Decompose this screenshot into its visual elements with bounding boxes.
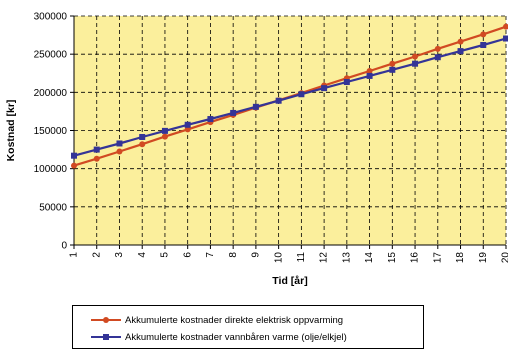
data-point	[252, 103, 259, 110]
data-point	[230, 109, 237, 116]
series-group	[71, 23, 508, 169]
x-tick-label: 6	[182, 252, 193, 258]
data-point	[116, 140, 123, 147]
data-point	[71, 152, 77, 159]
x-tick-label: 9	[251, 252, 262, 258]
x-tick-label: 5	[160, 252, 171, 258]
legend-swatch-waterborne	[91, 330, 121, 344]
x-tick-label: 3	[114, 252, 125, 258]
legend-label-waterborne: Akkumulerte kostnader vannbåren varme (o…	[125, 331, 347, 343]
data-point	[480, 42, 487, 49]
data-point	[71, 162, 77, 169]
data-point	[161, 133, 168, 140]
data-point	[321, 85, 328, 92]
x-tick-label: 17	[432, 252, 443, 264]
y-tick-label: 200000	[34, 88, 68, 99]
data-point	[93, 146, 100, 153]
data-point	[207, 116, 214, 123]
data-point	[389, 60, 396, 67]
data-point	[412, 60, 419, 67]
x-tick-label: 11	[296, 252, 307, 263]
data-point	[503, 35, 508, 42]
x-tick-label: 14	[364, 252, 375, 264]
data-point	[93, 155, 100, 162]
legend-item-direct-electric: Akkumulerte kostnader direkte elektrisk …	[91, 313, 343, 327]
data-point	[275, 97, 282, 104]
x-tick-label: 10	[273, 252, 284, 264]
data-point	[412, 53, 419, 60]
x-tick-label: 4	[137, 252, 148, 258]
y-axis-title: Kostnad [kr]	[5, 100, 17, 162]
data-point	[434, 45, 441, 52]
axes	[70, 15, 507, 249]
y-tick-label: 50000	[39, 202, 67, 213]
y-tick-label: 0	[61, 241, 67, 252]
data-point	[457, 48, 464, 55]
data-point	[480, 31, 487, 38]
data-point	[457, 38, 464, 45]
data-point	[139, 133, 146, 140]
x-tick-label: 13	[341, 252, 352, 264]
x-tick-label: 20	[501, 252, 508, 264]
x-tick-label: 1	[69, 252, 80, 258]
grid-lines	[74, 15, 507, 245]
legend-swatch-direct-electric	[91, 313, 121, 327]
data-point	[298, 91, 305, 98]
y-tick-label: 150000	[34, 126, 68, 137]
series-line-1	[73, 37, 507, 157]
legend-label-direct-electric: Akkumulerte kostnader direkte elektrisk …	[125, 314, 344, 326]
data-point	[161, 127, 168, 134]
data-point	[434, 54, 441, 61]
x-tick-label: 16	[410, 252, 421, 264]
x-tick-labels: 1 2 3 4 5 6 7 8 9 10 11 12 13 14 15 16 17 18 19 20	[69, 252, 508, 264]
x-tick-label: 2	[91, 252, 102, 258]
legend-marker-square	[103, 334, 109, 340]
data-point	[139, 141, 146, 148]
x-tick-label: 18	[455, 252, 466, 264]
legend-item-waterborne: Akkumulerte kostnader vannbåren varme (o…	[91, 330, 347, 344]
y-tick-label: 300000	[34, 12, 68, 23]
data-point	[343, 79, 350, 86]
x-tick-label: 7	[205, 252, 216, 258]
x-tick-label: 12	[319, 252, 330, 264]
data-point	[184, 126, 191, 133]
data-point	[366, 72, 373, 79]
data-point	[389, 66, 396, 73]
y-tick-label: 250000	[34, 50, 68, 61]
data-point	[116, 148, 123, 155]
data-point	[366, 67, 373, 74]
x-tick-label: 8	[228, 252, 239, 258]
x-tick-label: 15	[387, 252, 398, 264]
x-tick-label: 19	[478, 252, 489, 264]
data-point	[503, 23, 508, 30]
legend-marker-circle	[103, 317, 109, 323]
y-tick-label: 100000	[34, 164, 68, 175]
y-tick-labels: 0 50000 100000 150000 200000 250000 300000	[34, 12, 68, 252]
x-axis-title: Tid [år]	[272, 275, 307, 287]
data-point	[184, 121, 191, 128]
legend: Akkumulerte kostnader direkte elektrisk …	[72, 305, 424, 349]
